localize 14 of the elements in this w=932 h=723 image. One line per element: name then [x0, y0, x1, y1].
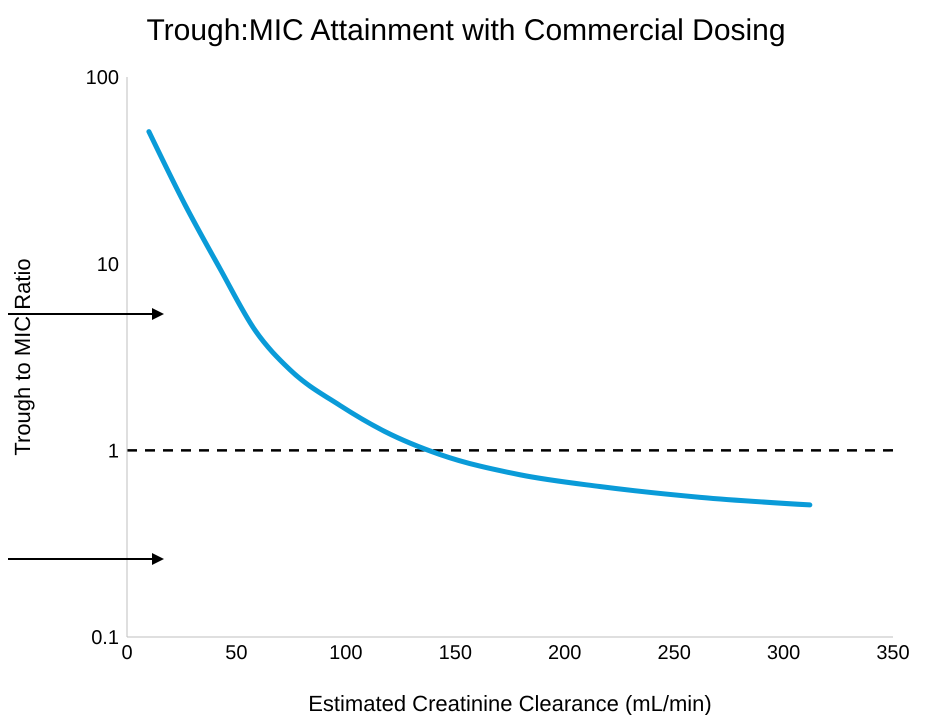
x-tick-label: 300 [766, 642, 800, 664]
y-tick-label: 100 [86, 67, 119, 90]
x-tick-label: 350 [876, 642, 910, 664]
x-tick-label: 200 [548, 642, 582, 664]
x-tick-label: 250 [657, 642, 691, 664]
x-tick-label: 0 [121, 642, 133, 664]
y-tick-label: 1 [108, 440, 119, 462]
y-axis-title: Trough to MIC Ratio [10, 258, 35, 456]
x-tick-label: 100 [329, 642, 363, 664]
x-tick-label: 150 [438, 642, 472, 664]
y-tick-label: 10 [96, 254, 119, 276]
x-tick-label: 50 [225, 642, 248, 664]
y-tick-label: 0.1 [91, 627, 119, 650]
chart-title: Trough:MIC Attainment with Commercial Dosing [145, 14, 787, 48]
